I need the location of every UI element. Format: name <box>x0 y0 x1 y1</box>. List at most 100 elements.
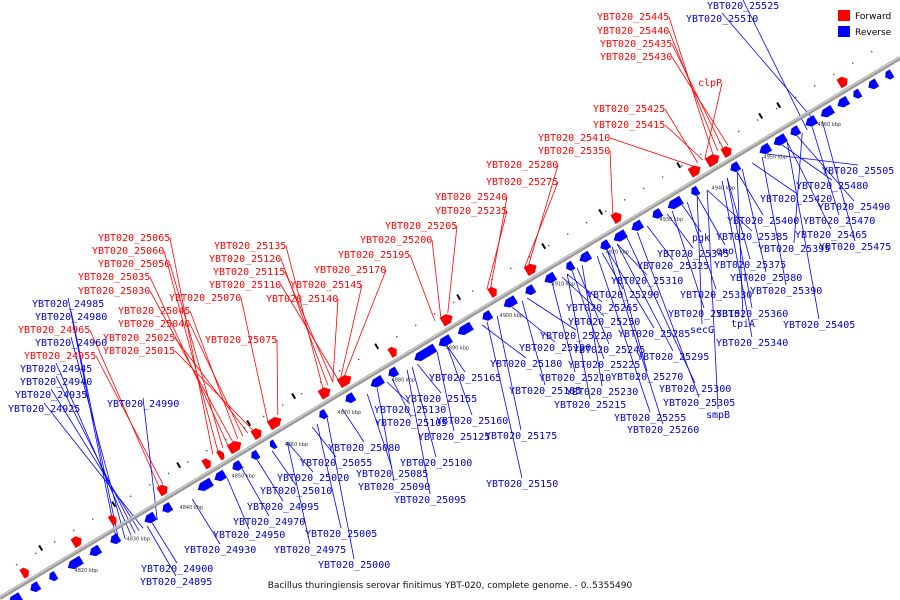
gene-body <box>216 450 225 461</box>
gene-body <box>773 133 788 146</box>
reverse-gene-arrow <box>162 502 174 513</box>
locus-dot <box>718 142 721 144</box>
gene-label: YBT020_25125 <box>418 432 490 443</box>
gene-label: YBT020_25285 <box>618 329 690 340</box>
reverse-gene-arrow <box>885 69 895 80</box>
leader-line <box>666 213 694 249</box>
reverse-gene-arrow <box>579 250 593 263</box>
locus-dot <box>623 199 626 201</box>
reverse-gene-arrow <box>600 239 612 251</box>
gene-body <box>457 321 474 336</box>
leader-line <box>511 306 556 343</box>
leader-line <box>606 249 664 425</box>
reverse-gene-arrow <box>319 409 329 420</box>
kbp-tick-label: 4860 kbp <box>285 442 309 448</box>
gene-label: YBT020_25360 <box>716 309 788 320</box>
leader-line <box>191 498 221 545</box>
gene-body <box>387 346 397 358</box>
forward-gene-arrow <box>201 458 211 470</box>
gene-body <box>652 208 664 219</box>
small-feature-mark <box>758 112 764 120</box>
leader-line <box>332 298 339 383</box>
gene-label: YBT020_24940 <box>20 377 92 388</box>
leader-line <box>671 210 705 309</box>
locus-dot <box>91 518 94 520</box>
reverse-gene-arrow <box>49 571 59 582</box>
reverse-gene-arrow <box>457 321 474 336</box>
reverse-gene-arrow <box>144 511 158 524</box>
leader-line <box>386 381 411 405</box>
gene-label: YBT020_25180 <box>490 359 562 370</box>
leader-line <box>241 468 270 517</box>
reverse-gene-arrow <box>110 533 122 545</box>
gene-body <box>201 458 211 470</box>
gene-body <box>269 439 278 450</box>
backbone-highlight <box>0 56 900 598</box>
gene-body <box>579 250 593 263</box>
gene-label: YBT020_25425 <box>593 104 665 115</box>
forward-gene-arrow <box>107 514 117 526</box>
gene-label: YBT020_25255 <box>614 413 686 424</box>
locus-dot <box>699 153 702 156</box>
leader-line <box>70 336 126 540</box>
leader-line <box>742 0 808 131</box>
leader-line <box>609 150 614 215</box>
kbp-tick-label: 4820 kbp <box>75 568 99 574</box>
gene-label: YBT020_25420 <box>760 194 832 205</box>
leader-line <box>606 249 655 329</box>
leader-line <box>149 290 234 443</box>
leader-line <box>340 284 363 378</box>
leader-line <box>664 124 704 161</box>
leader-line <box>416 363 442 394</box>
reverse-gene-arrow <box>759 142 773 155</box>
small-feature-mark <box>291 393 297 400</box>
reverse-gene-arrow <box>345 392 357 404</box>
gene-body <box>197 477 214 492</box>
leader-line <box>189 323 244 437</box>
gene-body <box>414 343 438 362</box>
forward-gene-arrow <box>720 146 732 158</box>
kbp-tick-label: 4840 kbp <box>180 505 204 511</box>
gene-body <box>667 195 684 210</box>
gene-body <box>439 314 453 327</box>
gene-body <box>868 78 880 90</box>
gene-label: pgk <box>692 233 710 244</box>
forward-gene-arrow <box>439 314 453 327</box>
leader-line <box>276 339 279 415</box>
locus-dot <box>300 392 303 395</box>
gene-body <box>687 165 701 178</box>
leader-line <box>704 82 723 159</box>
forward-gene-arrow <box>387 346 397 358</box>
gene-body <box>820 105 835 118</box>
leader-line <box>240 297 269 422</box>
reverse-gene-arrow <box>613 229 628 242</box>
leader-line <box>636 231 700 398</box>
forward-gene-arrow <box>487 286 497 298</box>
gene-label: YBT020_24950 <box>213 530 285 541</box>
gene-label: YBT020_25065 <box>98 233 170 244</box>
leader-line <box>671 43 724 149</box>
gene-labels: YBT020_25445 YBT020_25440 YBT020_25435 YBT0… <box>8 1 894 588</box>
gene-label: YBT020_25140 <box>266 294 338 305</box>
leader-line <box>616 243 674 352</box>
gene-body <box>837 95 851 108</box>
locus-dot <box>813 85 816 87</box>
locus-dot <box>509 267 512 270</box>
gene-body <box>610 212 622 224</box>
gene-label: YBT020_25070 <box>169 293 241 304</box>
gene-label: YBT020_24960 <box>35 338 107 349</box>
reverse-gene-arrow <box>8 592 23 600</box>
leader-line <box>366 393 393 469</box>
reverse-gene-arrow <box>197 477 214 492</box>
gene-label: YBT020_25475 <box>819 242 891 253</box>
reverse-gene-arrow <box>805 115 819 127</box>
forward-gene-arrow <box>250 428 262 440</box>
gene-body <box>336 374 352 389</box>
gene-label: YBT020_25325 <box>637 261 709 272</box>
leader-line <box>609 137 693 167</box>
leader-line <box>736 171 744 319</box>
leader-line <box>406 369 431 495</box>
gene-body <box>67 555 84 570</box>
gene-label: YBT020_24975 <box>274 545 346 556</box>
locus-dot <box>53 541 56 543</box>
